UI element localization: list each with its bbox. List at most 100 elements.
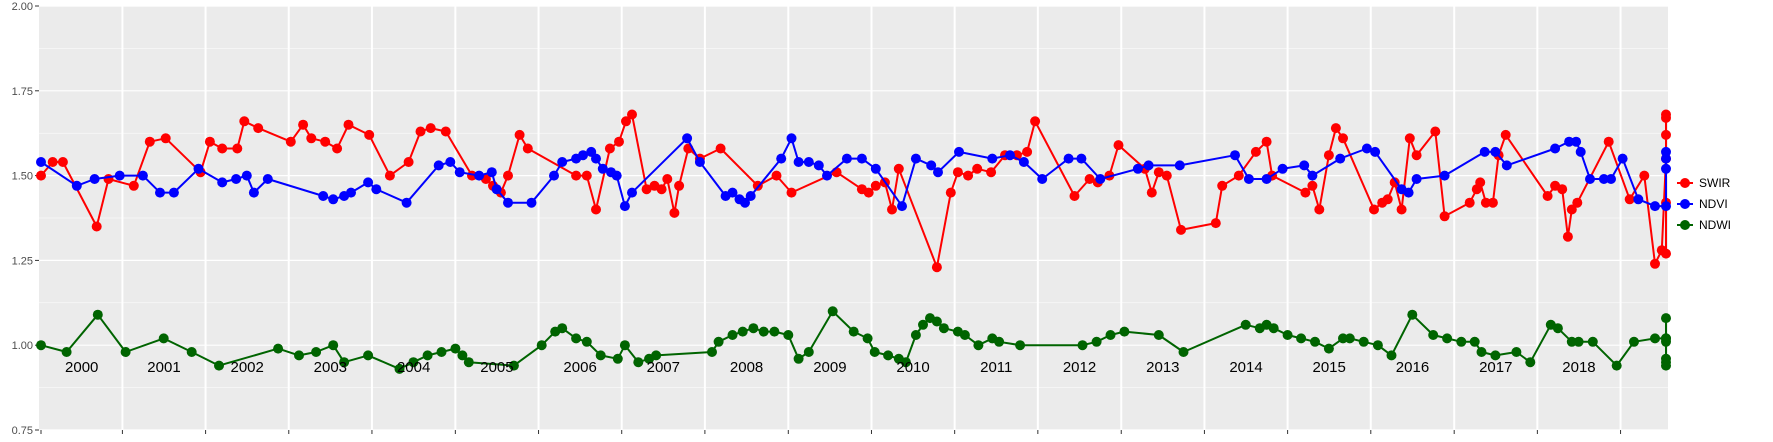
data-point-ndwi xyxy=(748,323,759,334)
data-point-ndvi xyxy=(1550,143,1561,154)
data-point-swir xyxy=(415,126,426,137)
data-point-ndvi xyxy=(611,170,622,181)
data-point-swir xyxy=(128,180,139,191)
data-point-ndwi xyxy=(422,350,433,361)
data-point-ndvi xyxy=(1575,146,1586,157)
data-point-ndwi xyxy=(1442,333,1453,344)
data-point-ndwi xyxy=(1661,353,1671,364)
data-point-swir xyxy=(571,170,582,181)
data-point-ndvi xyxy=(193,163,204,174)
year-label: 2017 xyxy=(1479,359,1512,376)
data-point-ndvi xyxy=(454,167,465,178)
data-point-ndvi xyxy=(1501,160,1512,171)
data-point-ndwi xyxy=(1525,357,1536,368)
data-point-ndvi xyxy=(1299,160,1310,171)
data-point-ndwi xyxy=(1552,323,1563,334)
data-point-swir xyxy=(715,143,726,154)
data-point-swir xyxy=(47,157,58,167)
data-point-ndwi xyxy=(651,350,662,361)
data-point-swir xyxy=(986,167,997,178)
data-point-swir xyxy=(1210,218,1221,229)
y-tick-label: 1.00 xyxy=(12,340,33,352)
data-point-swir xyxy=(945,187,956,198)
data-point-ndwi xyxy=(737,326,748,337)
data-point-ndwi xyxy=(1490,350,1501,361)
data-point-ndvi xyxy=(822,170,832,181)
data-point-ndvi xyxy=(1037,174,1048,184)
data-point-ndwi xyxy=(1661,333,1671,344)
data-point-ndvi xyxy=(1411,174,1422,184)
data-point-swir xyxy=(403,157,414,167)
data-point-ndvi xyxy=(1277,163,1288,174)
data-point-ndvi xyxy=(910,153,921,164)
data-point-swir xyxy=(1487,197,1498,208)
data-point-ndvi xyxy=(1439,170,1450,181)
data-point-swir xyxy=(621,116,631,127)
x-axis xyxy=(40,430,1622,434)
data-point-ndwi xyxy=(1407,309,1418,320)
data-point-ndwi xyxy=(883,350,894,361)
data-point-swir xyxy=(1146,187,1157,198)
data-point-swir xyxy=(1389,177,1400,188)
data-point-ndvi xyxy=(1143,160,1154,171)
data-point-ndwi xyxy=(294,350,304,361)
data-point-ndvi xyxy=(1132,163,1143,174)
data-point-ndvi xyxy=(813,160,824,171)
data-point-ndwi xyxy=(1650,333,1660,344)
data-point-swir xyxy=(1338,133,1348,144)
data-point-ndwi xyxy=(450,343,461,354)
data-point-ndvi xyxy=(786,133,797,144)
data-point-swir xyxy=(1307,180,1318,191)
data-point-ndvi xyxy=(856,153,867,164)
data-point-swir xyxy=(614,136,624,147)
data-point-ndvi xyxy=(1661,153,1671,164)
data-point-ndvi xyxy=(168,187,179,198)
grid xyxy=(39,5,1668,431)
data-point-ndvi xyxy=(776,153,787,164)
data-point-ndwi xyxy=(463,357,474,368)
year-label: 2002 xyxy=(230,359,263,376)
data-point-ndwi xyxy=(938,323,949,334)
data-point-ndwi xyxy=(1629,336,1639,347)
data-point-swir xyxy=(1369,204,1379,215)
data-point-swir xyxy=(306,133,317,144)
year-label: 2011 xyxy=(980,359,1012,376)
data-point-swir xyxy=(144,136,155,147)
data-point-ndwi xyxy=(1476,347,1487,357)
data-point-ndwi xyxy=(1091,336,1102,347)
year-label: 2012 xyxy=(1063,359,1096,376)
data-point-swir xyxy=(674,180,685,191)
data-point-ndwi xyxy=(1077,340,1088,351)
data-point-ndvi xyxy=(1018,157,1029,167)
data-point-swir xyxy=(1464,197,1475,208)
data-point-ndwi xyxy=(92,309,103,320)
data-point-ndvi xyxy=(401,197,412,208)
data-point-ndwi xyxy=(727,330,738,340)
data-point-swir xyxy=(591,204,601,215)
data-point-swir xyxy=(1603,136,1614,147)
data-point-ndvi xyxy=(1606,174,1616,184)
data-point-swir xyxy=(1430,126,1441,137)
data-point-ndwi xyxy=(1153,330,1164,340)
year-label: 2007 xyxy=(647,359,680,376)
year-label: 2015 xyxy=(1313,359,1346,376)
data-point-swir xyxy=(581,170,592,181)
data-point-swir xyxy=(332,143,343,154)
data-point-ndwi xyxy=(1372,340,1383,351)
data-point-ndvi xyxy=(897,201,907,212)
data-point-swir xyxy=(627,109,637,120)
data-point-ndvi xyxy=(727,187,738,198)
data-point-ndvi xyxy=(793,157,804,167)
data-point-ndwi xyxy=(612,353,623,364)
data-point-ndvi xyxy=(1617,153,1628,164)
data-point-ndvi xyxy=(486,167,497,178)
legend-label: NDWI xyxy=(1699,218,1731,232)
data-point-ndwi xyxy=(918,319,928,330)
data-point-swir xyxy=(1661,109,1671,120)
data-point-ndvi xyxy=(1598,174,1609,184)
data-point-ndvi xyxy=(1479,146,1490,157)
y-tick-label: 2.00 xyxy=(12,1,33,13)
data-point-ndvi xyxy=(1370,146,1381,157)
y-tick-label: 1.50 xyxy=(12,171,33,183)
legend-label: SWIR xyxy=(1699,176,1731,190)
